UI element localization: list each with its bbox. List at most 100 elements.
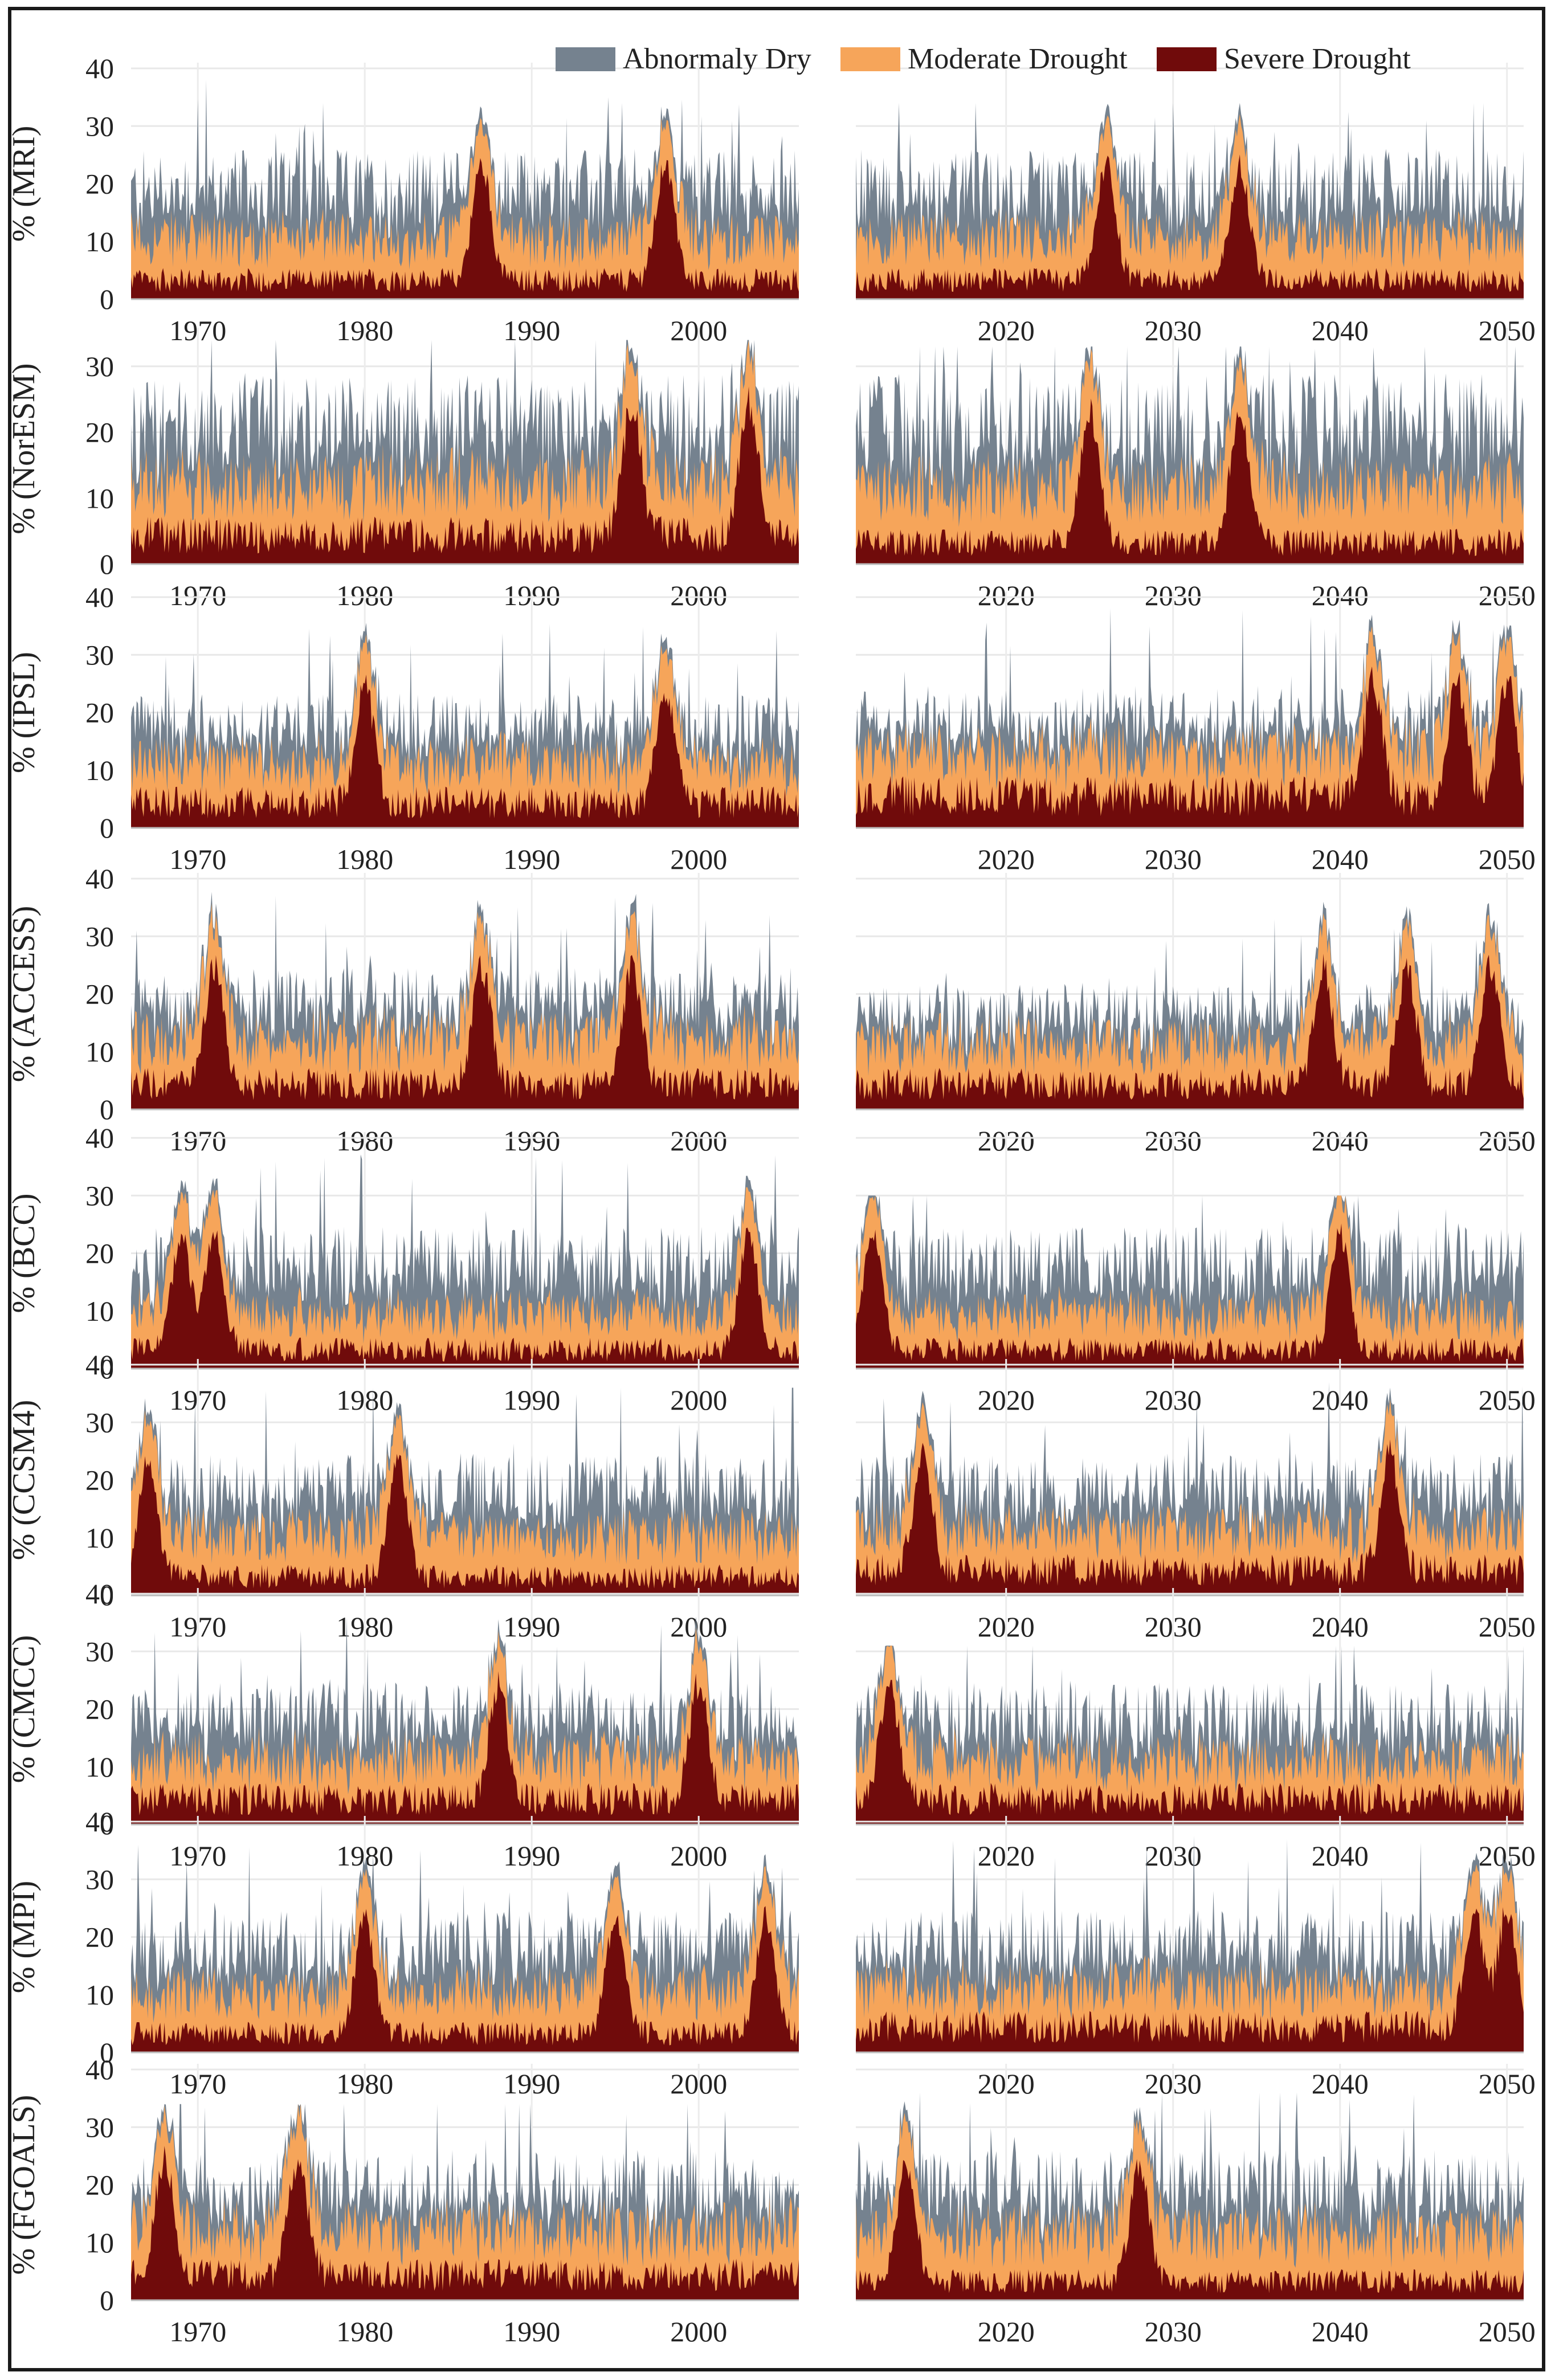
panel-cmcc-future: 2020 2030 2040 2050 [856,1588,1536,1872]
y-tick-label: 40 [85,52,114,84]
x-tick-label: 2050 [1479,2316,1536,2348]
moderate-drought-area [131,634,799,828]
y-tick-label: 40 [85,1806,114,1838]
y-tick-label: 40 [85,863,114,895]
panel-access-historical: 1970 1980 1990 2000 [131,873,799,1157]
y-tick-label: 40 [85,1578,114,1610]
x-tick-label: 1970 [169,843,226,875]
y-tick-label: 30 [85,350,114,382]
y-tick-label: 10 [85,1979,114,2011]
y-tick-label: 30 [85,2111,114,2143]
moderate-drought-area [856,1864,1524,2052]
severe-drought-area [856,666,1524,828]
severe-drought-area [131,386,799,564]
legend-label: Severe Drought [1224,43,1411,75]
y-axis-label: % (NorESM) [6,363,42,534]
y-tick-label: 10 [85,226,114,258]
y-tick-label: 40 [85,2054,114,2085]
x-tick-label: 2030 [1145,2316,1202,2348]
y-tick-label: 20 [85,1464,114,1496]
severe-drought-area [131,1906,799,2052]
moderate-drought-area [856,626,1524,828]
severe-drought-area [131,674,799,828]
abnormally-dry-area [856,1382,1524,1595]
severe-drought-area [131,1671,799,1824]
y-axis-label: % (MRI) [6,126,42,242]
x-tick-label: 2040 [1312,843,1369,875]
y-tick-label: 10 [85,1036,114,1068]
y-tick-label: 0 [100,812,114,844]
y-tick-label: 30 [85,920,114,952]
panel-bcc-historical: 1970 1980 1990 2000 [131,1132,799,1416]
x-tick-label: 1980 [336,2316,393,2348]
moderate-drought-area [131,1865,799,2052]
x-tick-label: 1990 [503,843,560,875]
y-tick-label: 20 [85,1238,114,1269]
x-tick-label: 2050 [1479,843,1536,875]
y-tick-label: 0 [100,548,114,580]
x-tick-label: 1980 [336,843,393,875]
y-tick-label: 20 [85,1693,114,1725]
panel-access-future: 2020 2030 2040 2050 [856,873,1536,1157]
y-tick-label: 30 [85,1179,114,1211]
severe-drought-area [856,398,1524,564]
y-tick-label: 40 [85,581,114,613]
severe-drought-area [856,953,1524,1109]
moderate-drought-area [131,1410,799,1595]
y-tick-label: 10 [85,754,114,786]
legend-swatch [556,47,615,71]
y-tick-label: 30 [85,639,114,671]
moderate-drought-area [131,118,799,299]
y-tick-label: 20 [85,417,114,448]
panel-mri-future: 2020 2030 2040 2050 [856,63,1536,346]
y-tick-label: 20 [85,2169,114,2201]
severe-drought-area [856,1223,1524,1369]
y-tick-label: 20 [85,168,114,200]
moderate-drought-area [856,1646,1524,1824]
panel-noresm-historical: 1970 1980 1990 2000 [131,328,799,611]
x-tick-label: 2030 [1145,843,1202,875]
panel-mpi-historical: 1970 1980 1990 2000 [131,1816,799,2100]
panel-ipsl-historical: 1970 1980 1990 2000 [131,591,799,875]
x-tick-label: 1990 [503,2316,560,2348]
y-tick-label: 0 [100,283,114,315]
y-tick-label: 10 [85,1751,114,1783]
severe-drought-area [131,1454,799,1595]
y-axis-label: % (MPI) [6,1881,42,1994]
severe-drought-area [131,2146,799,2300]
y-tick-label: 30 [85,1406,114,1438]
panel-fgoals-historical: 1970 1980 1990 2000 [131,2064,799,2348]
severe-drought-area [856,2159,1524,2300]
moderate-drought-area [856,349,1524,564]
legend-label: Moderate Drought [908,43,1128,75]
y-tick-label: 30 [85,1863,114,1895]
abnormally-dry-area [856,103,1524,300]
y-tick-label: 0 [100,2036,114,2068]
x-tick-label: 2020 [978,843,1035,875]
moderate-drought-area [856,913,1524,1109]
x-tick-label: 2020 [978,2316,1035,2348]
severe-drought-area [131,1227,799,1369]
y-tick-label: 0 [100,1353,114,1385]
moderate-drought-area [131,1627,799,1824]
y-tick-label: 10 [85,1522,114,1554]
panel-mpi-future: 2020 2030 2040 2050 [856,1816,1536,2100]
moderate-drought-area [856,2113,1524,2300]
moderate-drought-area [131,1187,799,1369]
y-tick-label: 30 [85,110,114,142]
y-tick-label: 0 [100,1579,114,1611]
legend: Abnormaly Dry Moderate Drought Severe Drou… [556,43,1411,75]
panel-ipsl-future: 2020 2030 2040 2050 [856,591,1536,875]
severe-drought-area [131,955,799,1109]
y-axis-label: % (BCC) [6,1194,42,1313]
panel-fgoals-future: 2020 2030 2040 2050 [856,2064,1536,2348]
x-tick-label: 2000 [670,2316,727,2348]
y-tick-label: 20 [85,1921,114,1953]
y-tick-label: 40 [85,1122,114,1154]
y-axis-label: % (ACCESS) [6,906,42,1083]
severe-drought-area [856,154,1524,299]
y-tick-label: 20 [85,697,114,729]
panel-noresm-future: 2020 2030 2040 2050 [856,328,1536,611]
y-tick-label: 0 [100,1093,114,1125]
